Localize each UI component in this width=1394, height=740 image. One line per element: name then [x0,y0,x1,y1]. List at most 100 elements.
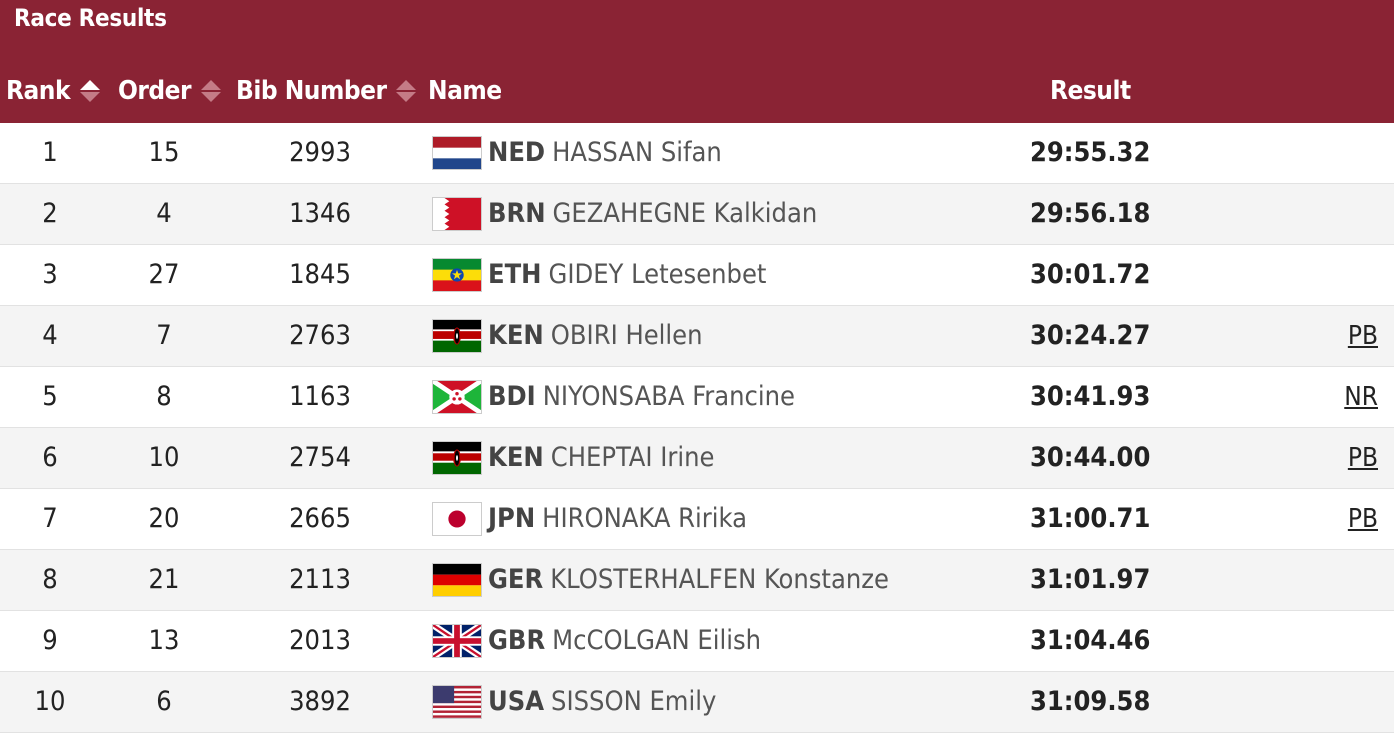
order-cell: 4 [156,198,172,229]
athlete-cell[interactable]: GBR McCOLGAN Eilish [432,611,761,671]
order-cell: 8 [156,381,172,412]
rank-cell: 7 [42,503,58,534]
athlete-name: McCOLGAN Eilish [552,625,762,656]
name-header-label: Name [428,76,502,106]
ned-flag-icon [432,136,482,170]
bib-cell: 2113 [289,564,351,595]
bib-cell: 2993 [289,137,351,168]
ken-flag-icon [432,319,482,353]
result-cell: 31:01.97 [1030,564,1151,595]
bdi-flag-icon [432,380,482,414]
bib-cell: 2665 [289,503,351,534]
result-cell: 30:44.00 [1030,442,1151,473]
athlete-cell[interactable]: JPN HIRONAKA Ririka [432,489,747,549]
rank-cell: 3 [42,259,58,290]
rank-cell: 8 [42,564,58,595]
athlete-name: KLOSTERHALFEN Konstanze [550,564,889,595]
result-header-label: Result [1050,76,1131,106]
record-note[interactable]: PB [1347,504,1378,534]
sort-icon[interactable] [396,80,417,102]
athlete-name: HASSAN Sifan [552,137,722,168]
ger-flag-icon [432,563,482,597]
athlete-name: SISSON Emily [551,686,717,717]
table-row[interactable]: 3 27 1845 ETH GIDEY Letesenbet 30:01.72 [0,245,1394,306]
order-cell: 13 [148,625,180,656]
rank-cell: 1 [42,137,58,168]
order-cell: 21 [148,564,180,595]
country-code: NED [488,137,546,168]
bib-cell: 3892 [289,686,351,717]
athlete-cell[interactable]: BRN GEZAHEGNE Kalkidan [432,184,817,244]
athlete-cell[interactable]: KEN CHEPTAI Irine [432,428,714,488]
bib-column-header[interactable]: Bib Number [236,76,417,106]
rank-cell: 6 [42,442,58,473]
table-row[interactable]: 2 4 1346 BRN GEZAHEGNE Kalkidan 29:56.18 [0,184,1394,245]
bib-cell: 2754 [289,442,351,473]
country-code: ETH [488,259,542,290]
table-row[interactable]: 6 10 2754 KEN CHEPTAI Irine 30:44.00 PB [0,428,1394,489]
result-cell: 31:09.58 [1030,686,1151,717]
bib-cell: 1163 [289,381,351,412]
bib-cell: 1845 [289,259,351,290]
gbr-flag-icon [432,624,482,658]
table-row[interactable]: 7 20 2665 JPN HIRONAKA Ririka 31:00.71 P… [0,489,1394,550]
athlete-cell[interactable]: BDI NIYONSABA Francine [432,367,795,427]
country-code: BDI [488,381,536,412]
athlete-name: NIYONSABA Francine [542,381,795,412]
order-header-label: Order [118,76,192,106]
order-cell: 20 [148,503,180,534]
rank-cell: 2 [42,198,58,229]
result-cell: 29:56.18 [1030,198,1151,229]
athlete-name: GIDEY Letesenbet [548,259,767,290]
bib-header-label: Bib Number [236,76,387,106]
athlete-cell[interactable]: ETH GIDEY Letesenbet [432,245,766,305]
country-code: KEN [488,442,544,473]
result-column-header: Result [1050,76,1131,106]
table-row[interactable]: 10 6 3892 USA SISSON Emily 31:09.58 [0,672,1394,733]
name-column-header: Name [428,76,502,106]
athlete-cell[interactable]: KEN OBIRI Hellen [432,306,703,366]
country-code: GBR [488,625,546,656]
athlete-name: CHEPTAI Irine [550,442,715,473]
sort-icon[interactable] [201,80,222,102]
bib-cell: 2763 [289,320,351,351]
order-cell: 10 [148,442,180,473]
athlete-cell[interactable]: USA SISSON Emily [432,672,716,732]
result-cell: 31:00.71 [1030,503,1151,534]
eth-flag-icon [432,258,482,292]
order-cell: 15 [148,137,180,168]
rank-column-header[interactable]: Rank [6,76,101,106]
country-code: GER [488,564,544,595]
table-row[interactable]: 8 21 2113 GER KLOSTERHALFEN Konstanze 31… [0,550,1394,611]
athlete-name: GEZAHEGNE Kalkidan [552,198,818,229]
usa-flag-icon [432,685,482,719]
table-row[interactable]: 1 15 2993 NED HASSAN Sifan 29:55.32 [0,123,1394,184]
record-note[interactable]: PB [1347,443,1378,473]
athlete-cell[interactable]: GER KLOSTERHALFEN Konstanze [432,550,889,610]
athlete-name: OBIRI Hellen [550,320,703,351]
jpn-flag-icon [432,502,482,536]
bib-cell: 2013 [289,625,351,656]
results-header: Race Results Rank Order Bib Number Name … [0,0,1394,123]
athlete-cell[interactable]: NED HASSAN Sifan [432,123,722,183]
results-table-body: 1 15 2993 NED HASSAN Sifan 29:55.32 2 4 … [0,123,1394,733]
rank-cell: 9 [42,625,58,656]
page-title: Race Results [14,4,167,32]
result-cell: 30:24.27 [1030,320,1151,351]
record-note[interactable]: PB [1347,321,1378,351]
table-row[interactable]: 5 8 1163 BDI NIYONSABA Francine 30:41.93… [0,367,1394,428]
result-cell: 30:01.72 [1030,259,1151,290]
ken-flag-icon [432,441,482,475]
bib-cell: 1346 [289,198,351,229]
order-cell: 7 [156,320,172,351]
table-row[interactable]: 9 13 2013 GBR McCOLGAN Eilish 31:04.46 [0,611,1394,672]
result-cell: 31:04.46 [1030,625,1151,656]
brn-flag-icon [432,197,482,231]
rank-cell: 10 [34,686,66,717]
record-note[interactable]: NR [1344,382,1378,412]
country-code: USA [488,686,545,717]
sort-icon[interactable] [80,80,101,102]
country-code: JPN [488,503,536,534]
order-column-header[interactable]: Order [118,76,222,106]
table-row[interactable]: 4 7 2763 KEN OBIRI Hellen 30:24.27 PB [0,306,1394,367]
